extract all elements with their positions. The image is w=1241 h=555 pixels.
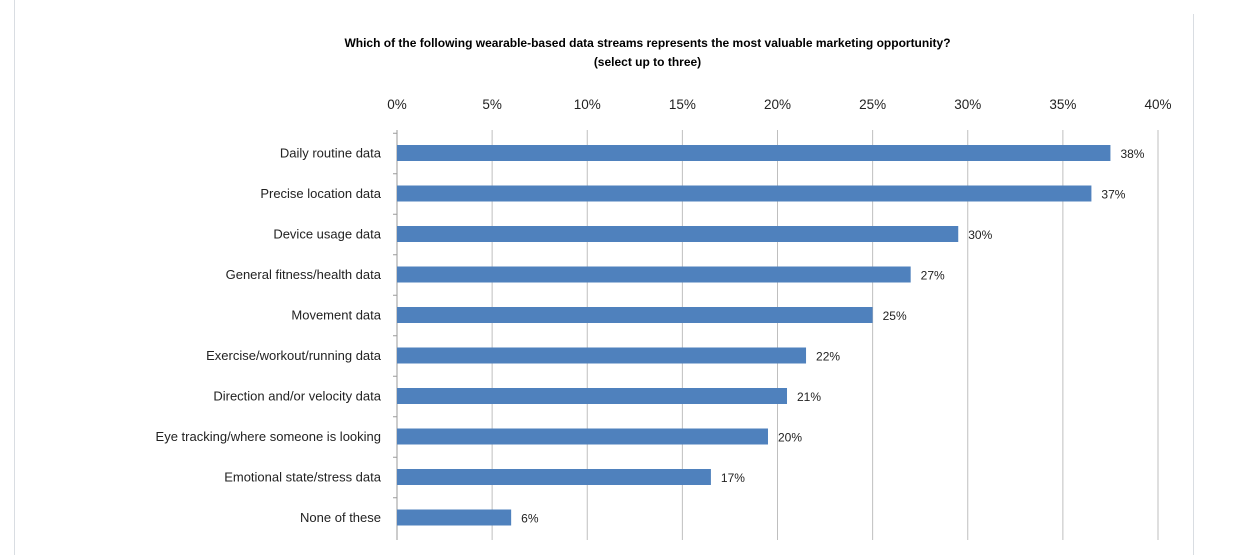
category-label: None of these [300,510,381,525]
left-divider [14,0,15,555]
right-divider [1193,14,1194,555]
bar [397,145,1111,161]
data-label: 37% [1101,188,1125,202]
bar [397,428,768,445]
data-label: 20% [778,431,802,445]
x-tick-label: 25% [859,97,886,112]
category-label: Emotional state/stress data [224,470,382,485]
bar [397,347,807,364]
category-label: Exercise/workout/running data [206,348,382,363]
data-label: 25% [883,309,907,323]
x-tick-label: 35% [1049,97,1076,112]
x-tick-label: 10% [574,97,601,112]
bar [397,226,959,242]
data-label: 27% [921,269,945,283]
data-label: 38% [1120,147,1144,161]
x-tick-label: 40% [1144,97,1171,112]
category-label: Eye tracking/where someone is looking [156,429,381,444]
data-label: 30% [968,228,992,242]
category-label: Movement data [291,308,381,323]
data-label: 22% [816,350,840,364]
x-tick-label: 20% [764,97,791,112]
category-label: General fitness/health data [226,267,382,282]
data-label: 6% [521,512,539,526]
data-label: 21% [797,390,821,404]
x-tick-label: 5% [482,97,502,112]
category-label: Device usage data [273,227,381,242]
category-label: Precise location data [260,186,381,201]
data-label: 17% [721,471,745,485]
bar [397,266,911,283]
x-tick-label: 30% [954,97,981,112]
bar [397,509,512,526]
chart-subtitle: (select up to three) [593,55,702,69]
x-tick-label: 15% [669,97,696,112]
bar [397,185,1092,202]
category-label: Daily routine data [280,146,382,161]
bar [397,307,873,323]
chart-title: Which of the following wearable-based da… [344,36,951,50]
x-tick-label: 0% [387,97,407,112]
bar [397,469,711,485]
category-label: Direction and/or velocity data [213,389,381,404]
bar [397,388,788,404]
